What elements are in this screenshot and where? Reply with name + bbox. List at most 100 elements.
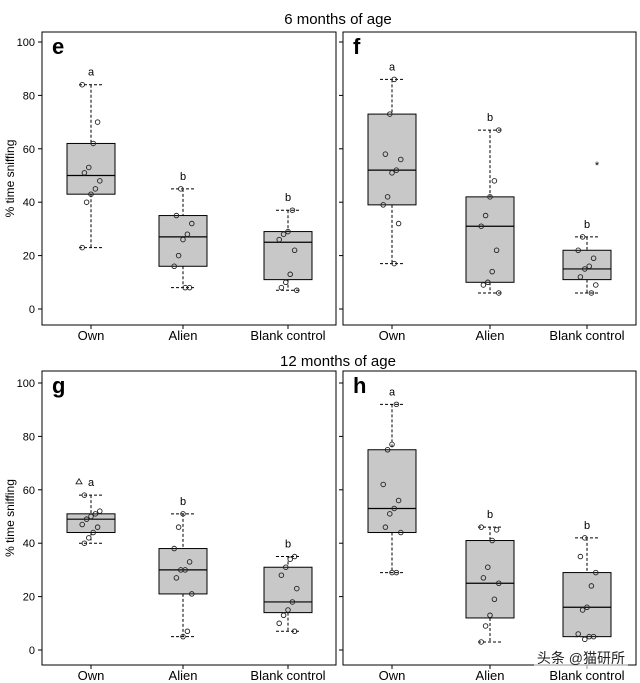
data-point (590, 255, 597, 262)
data-point (291, 553, 298, 560)
category-label: Own (78, 668, 105, 683)
data-point (491, 596, 498, 603)
y-tick-label: 40 (23, 197, 35, 209)
category-label: Alien (476, 668, 505, 683)
data-point (493, 247, 500, 254)
data-point (482, 212, 489, 219)
data-point (294, 287, 300, 294)
data-point (88, 191, 94, 197)
row-title-6-months: 6 months of age (284, 11, 392, 28)
data-point (79, 244, 85, 251)
data-point (389, 441, 395, 448)
data-point (493, 527, 500, 533)
data-point (182, 284, 188, 291)
y-axis-label: % time sniffing (3, 479, 17, 557)
data-point (496, 127, 502, 133)
data-point (398, 529, 404, 536)
data-point (180, 511, 186, 517)
box-1: b (158, 496, 208, 640)
y-tick-label: 0 (29, 304, 35, 316)
data-point (276, 236, 282, 243)
data-point (391, 505, 397, 512)
data-point (86, 164, 92, 171)
panel-letter: f (353, 34, 361, 59)
data-point (482, 623, 489, 629)
y-tick-label: 80 (23, 431, 35, 443)
data-point (496, 290, 502, 296)
significance-letter: a (389, 386, 396, 398)
data-point (189, 220, 195, 227)
box-2: b (562, 520, 612, 643)
data-point (387, 511, 393, 517)
significance-letter: b (487, 112, 493, 124)
significance-letter: b (180, 496, 186, 508)
data-point (398, 156, 404, 163)
data-point (575, 631, 581, 637)
significance-letter: a (88, 67, 95, 79)
data-point (287, 556, 293, 562)
data-point (291, 628, 298, 635)
data-point (478, 639, 484, 645)
category-label: Alien (476, 328, 505, 343)
iqr-box (367, 449, 417, 534)
data-point (94, 119, 101, 125)
data-point (391, 260, 397, 267)
data-point (90, 529, 96, 536)
data-point (579, 234, 586, 240)
data-point (588, 583, 595, 589)
data-point (389, 569, 395, 576)
data-point (175, 524, 182, 530)
data-point (287, 271, 293, 278)
row-title-12-months: 12 months of age (280, 353, 396, 370)
y-tick-label: 20 (23, 592, 35, 604)
box-2: b (263, 192, 313, 294)
watermark: 头条 @猫研所 (533, 647, 628, 669)
data-point (278, 572, 285, 578)
category-label: Blank control (250, 668, 325, 683)
data-point (593, 569, 599, 576)
category-label: Alien (169, 328, 198, 343)
category-label: Alien (169, 668, 198, 683)
box-2: *b (562, 160, 612, 296)
box-1: b (465, 112, 515, 296)
data-point (276, 620, 282, 627)
iqr-box (263, 231, 313, 281)
data-point (173, 575, 180, 581)
y-tick-label: 100 (17, 37, 35, 49)
box-1: b (465, 509, 515, 645)
data-point (189, 591, 195, 597)
data-point (387, 111, 393, 117)
data-point (97, 508, 103, 514)
significance-letter: b (285, 539, 291, 551)
data-point (489, 537, 495, 544)
data-point (83, 516, 90, 522)
y-tick-label: 80 (23, 90, 35, 102)
data-point (478, 524, 484, 530)
data-point (171, 545, 177, 552)
data-point (79, 521, 85, 528)
data-point (289, 599, 296, 605)
data-point (579, 607, 586, 613)
data-point (81, 540, 88, 546)
data-point (289, 207, 296, 213)
panel-letter: g (52, 373, 65, 398)
y-tick-label: 20 (23, 251, 35, 263)
data-point (380, 202, 386, 208)
data-point (175, 252, 182, 259)
significance-letter: a (88, 477, 95, 489)
data-point (81, 492, 88, 498)
category-label: Own (379, 328, 406, 343)
y-tick-label: 60 (23, 144, 35, 156)
data-point (393, 401, 400, 408)
data-point (184, 231, 191, 237)
data-point (393, 167, 400, 173)
data-point (94, 524, 101, 530)
data-point (180, 633, 186, 640)
data-point (389, 170, 395, 176)
data-point (380, 481, 386, 488)
data-point (283, 564, 289, 570)
data-point (171, 263, 177, 270)
data-point (285, 228, 291, 235)
data-point (178, 567, 184, 573)
